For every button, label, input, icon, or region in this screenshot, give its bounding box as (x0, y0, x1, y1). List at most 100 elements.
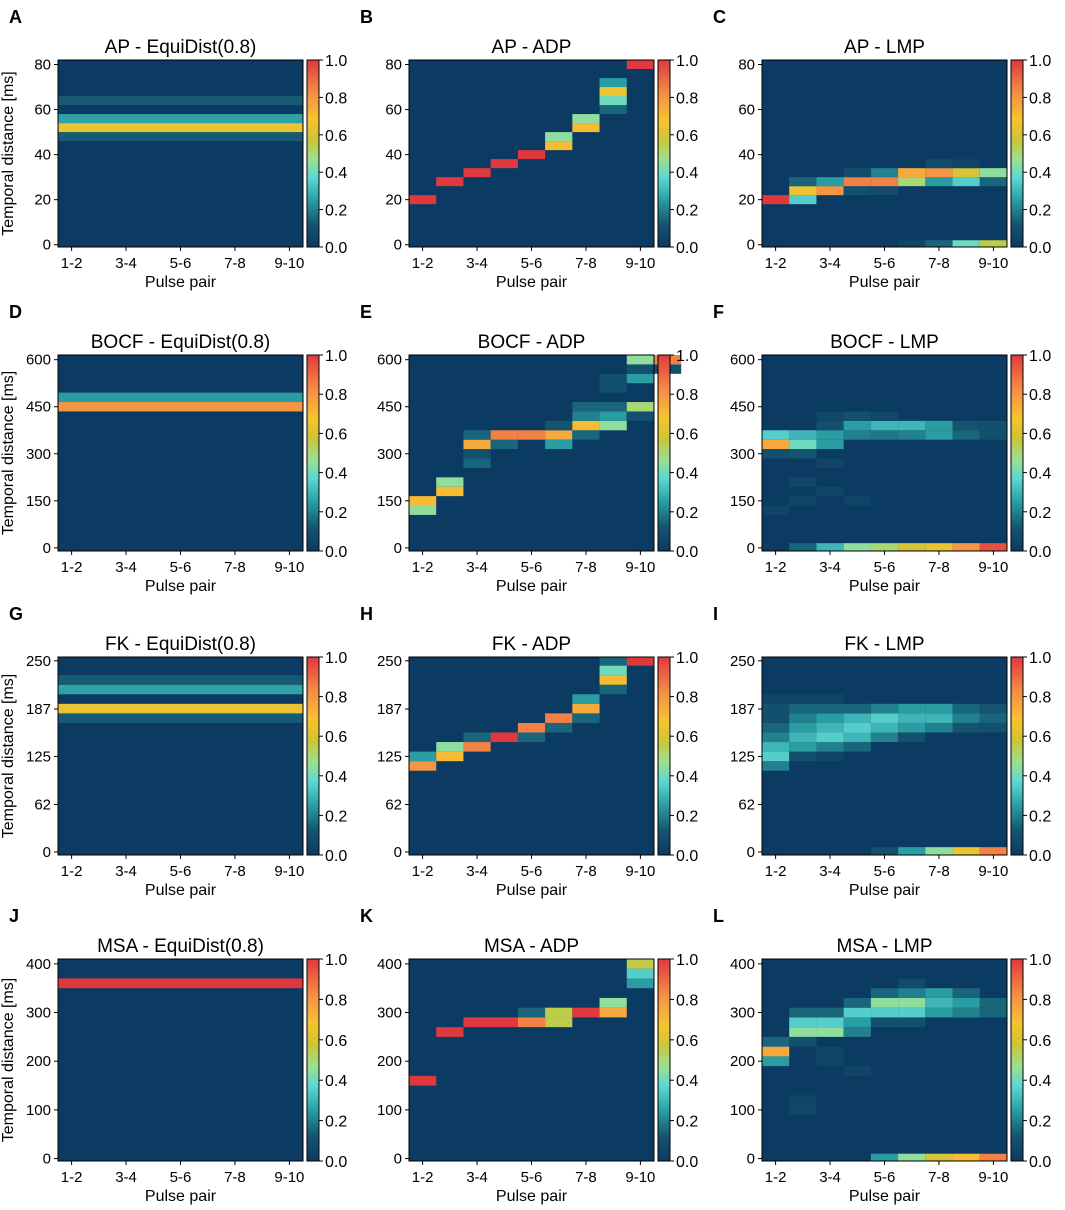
colorbar-tick-label: 0.8 (676, 690, 698, 707)
heatmap-cell (545, 420, 573, 431)
y-axis-label: Temporal distance [ms] (0, 371, 17, 536)
colorbar-tick-label: 1.0 (1029, 952, 1051, 969)
colorbar-tick-label: 0.6 (676, 128, 698, 145)
colorbar-tick-label: 0.6 (676, 1033, 698, 1050)
heatmap-cell (789, 439, 817, 450)
x-tick-label: 5-6 (521, 1169, 543, 1186)
heatmap-cell (789, 477, 817, 487)
y-tick-label: 450 (377, 399, 402, 416)
x-tick-label: 9-10 (274, 255, 304, 272)
heatmap-cell (952, 722, 980, 733)
colorbar-tick-label: 0.2 (1029, 808, 1051, 825)
y-tick-label: 60 (385, 102, 402, 119)
heatmap-cell (952, 713, 980, 723)
heatmap-cell (870, 732, 899, 743)
colorbar-tick-label: 0.6 (1029, 426, 1051, 443)
heatmap-cell (843, 1027, 871, 1037)
y-tick-label: 0 (747, 844, 755, 861)
heatmap-cell (409, 505, 437, 515)
plot-background (409, 959, 654, 1161)
colorbar-tick-label: 0.6 (1029, 128, 1051, 145)
heatmap-cell (952, 997, 980, 1008)
colorbar-tick-label: 0.4 (1029, 1073, 1051, 1090)
heatmap-cell (870, 988, 899, 998)
heatmap-cell (952, 240, 980, 247)
colorbar-tick-label: 1.0 (1029, 650, 1051, 667)
heatmap-cell (545, 713, 573, 723)
x-axis-label: Pulse pair (145, 274, 217, 291)
x-axis-label: Pulse pair (496, 882, 568, 899)
x-axis-label: Pulse pair (849, 882, 921, 899)
heatmap-cell (572, 114, 600, 124)
heatmap-cell (463, 742, 491, 752)
y-tick-label: 150 (377, 493, 402, 510)
y-tick-label: 125 (377, 748, 402, 765)
panel-b: AP - ADP B 1-2 3-4 5-6 7-8 9-10 Pulse pair 0 20 40… (360, 7, 698, 291)
heatmap-cell (925, 543, 953, 551)
panel-title: BOCF - EquiDist(0.8) (91, 332, 270, 353)
colorbar-tick-label: 1.0 (325, 952, 347, 969)
y-tick-label: 0 (394, 844, 402, 861)
heatmap-cell (979, 168, 1007, 178)
heatmap-cell (870, 713, 899, 723)
heatmap-cell (925, 168, 953, 178)
heatmap-cell (925, 988, 953, 998)
heatmap-cell (816, 458, 844, 468)
x-tick-label: 7-8 (928, 255, 950, 272)
heatmap-cell (599, 997, 627, 1008)
heatmap-cell (599, 675, 627, 685)
x-tick-label: 5-6 (521, 255, 543, 272)
heatmap-cell (952, 430, 980, 440)
y-tick-label: 80 (34, 57, 51, 74)
x-tick-label: 1-2 (765, 255, 787, 272)
panel-title: FK - LMP (844, 634, 924, 655)
x-tick-label: 7-8 (224, 255, 246, 272)
heatmap-cell (517, 1017, 546, 1028)
y-tick-label: 0 (43, 237, 51, 254)
heatmap-cell (409, 761, 437, 771)
x-tick-label: 5-6 (874, 863, 896, 880)
x-tick-label: 7-8 (575, 863, 597, 880)
heatmap-cell (463, 449, 491, 459)
colorbar (657, 59, 671, 248)
heatmap-cell (463, 430, 491, 440)
plot-background (58, 959, 303, 1161)
heatmap-cell (572, 1007, 600, 1018)
colorbar-tick-label: 0.0 (676, 1154, 698, 1171)
heatmap-cell (870, 847, 899, 855)
heatmap-cell (979, 997, 1007, 1008)
heatmap-cell (762, 722, 790, 733)
heatmap-cell (436, 742, 464, 752)
x-tick-label: 9-10 (978, 559, 1008, 576)
heatmap-cell (925, 159, 953, 169)
heatmap-cell (925, 997, 953, 1008)
heatmap-cell (925, 713, 953, 723)
heatmap-cell (870, 411, 899, 421)
heatmap-cell (789, 722, 817, 733)
panel-title: FK - EquiDist(0.8) (105, 634, 256, 655)
y-tick-label: 40 (738, 147, 755, 164)
y-tick-label: 40 (385, 147, 402, 164)
x-tick-label: 9-10 (625, 1169, 655, 1186)
y-tick-label: 62 (738, 797, 755, 814)
heatmap-cell (898, 732, 926, 743)
colorbar-tick-label: 0.0 (676, 848, 698, 865)
colorbar-tick-label: 0.4 (325, 466, 347, 483)
x-tick-label: 3-4 (466, 559, 488, 576)
colorbar-tick-label: 0.4 (325, 165, 347, 182)
heatmap-cell (58, 713, 303, 723)
heatmap-cell (762, 1056, 790, 1067)
heatmap-cell (789, 1017, 817, 1028)
panel-title: AP - ADP (492, 37, 572, 58)
heatmap-cell (816, 177, 844, 187)
heatmap-cell (789, 186, 817, 196)
x-axis-label: Pulse pair (496, 578, 568, 595)
colorbar-tick-label: 0.2 (325, 505, 347, 522)
heatmap-cell (843, 1007, 871, 1018)
panel-c: AP - LMP C 1-2 3-4 5-6 7-8 9-10 Pulse pair 0 20 40… (713, 7, 1051, 291)
panel-title: FK - ADP (492, 634, 571, 655)
heatmap-cell (789, 713, 817, 723)
heatmap-cell (789, 543, 817, 551)
x-axis-label: Pulse pair (849, 1188, 921, 1205)
colorbar (306, 59, 320, 248)
